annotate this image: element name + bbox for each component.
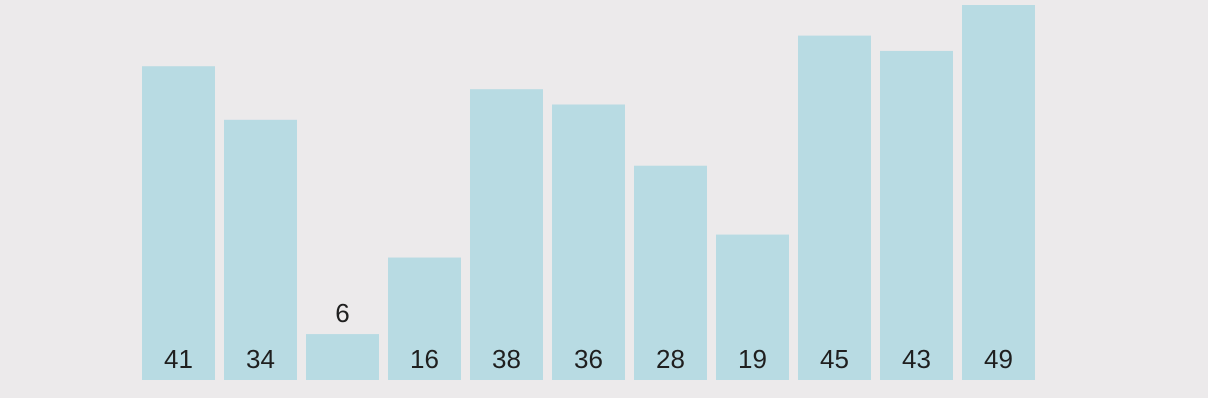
bar-3: [388, 257, 461, 380]
bar-5: [552, 104, 625, 380]
bar-value-label-6: 28: [656, 344, 685, 374]
bar-value-label-3: 16: [410, 344, 439, 374]
bar-value-label-7: 19: [738, 344, 767, 374]
bar-10: [962, 5, 1035, 380]
bar-0: [142, 66, 215, 380]
bar-8: [798, 35, 871, 380]
bar-9: [880, 50, 953, 380]
bar-2: [306, 334, 379, 380]
bar-1: [224, 119, 297, 380]
bar-7: [716, 234, 789, 380]
bar-value-label-10: 49: [984, 344, 1013, 374]
bar-4: [470, 89, 543, 381]
bar-value-label-1: 34: [246, 344, 275, 374]
bar-value-label-2: 6: [335, 298, 349, 328]
bar-value-label-9: 43: [902, 344, 931, 374]
bar-value-label-0: 41: [164, 344, 193, 374]
bar-value-label-8: 45: [820, 344, 849, 374]
bar-value-label-4: 38: [492, 344, 521, 374]
bar-value-label-5: 36: [574, 344, 603, 374]
bar-6: [634, 165, 707, 380]
